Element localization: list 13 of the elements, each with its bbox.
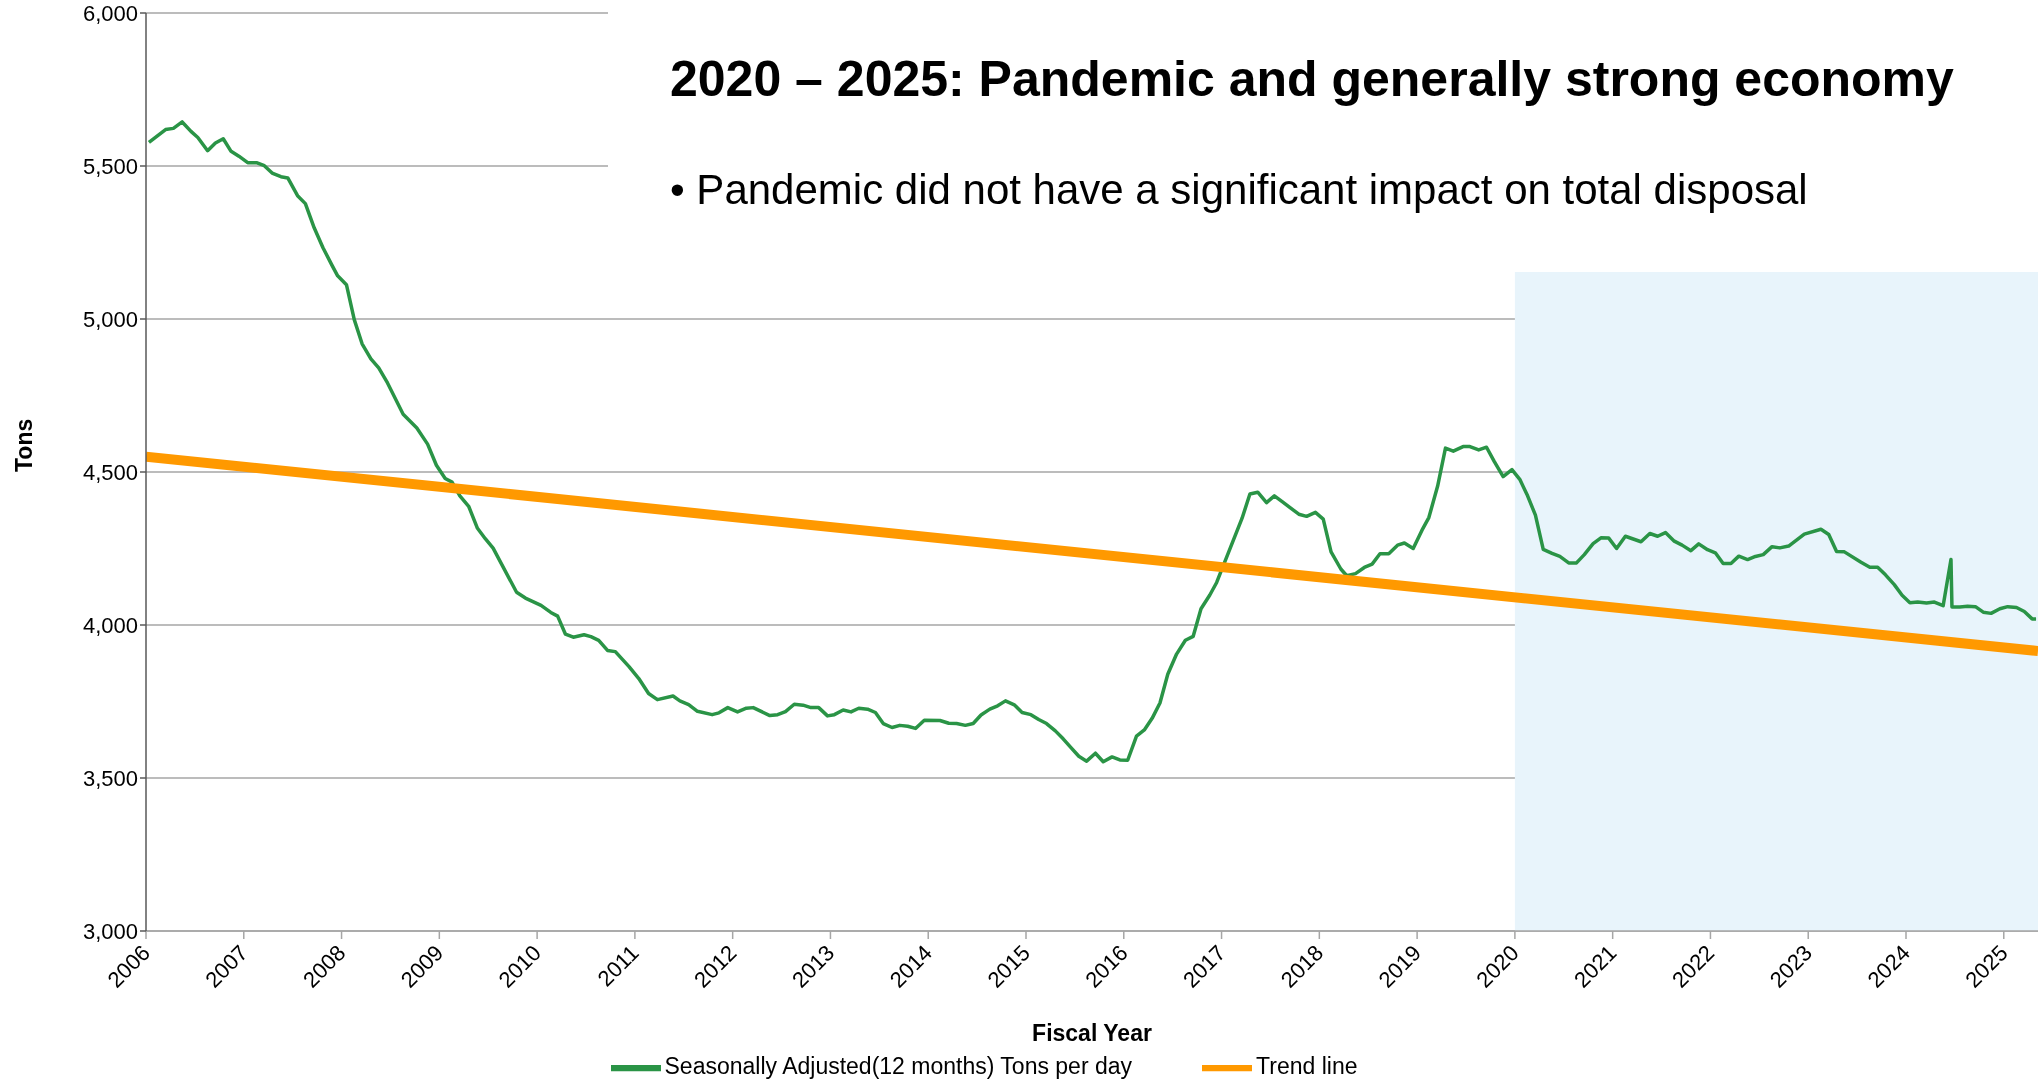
y-tick-label: 5,500 (82, 153, 138, 179)
legend-label: Trend line (1256, 1053, 1358, 1080)
legend-label: Seasonally Adjusted(12 months) Tons per day (664, 1053, 1133, 1080)
x-axis-title: Fiscal Year (1032, 1020, 1152, 1046)
y-tick-label: 3,000 (82, 918, 138, 944)
y-tick-label: 4,000 (82, 612, 138, 638)
y-axis-title: Tons (11, 418, 38, 472)
line-series (147, 120, 2038, 764)
y-tick-label: 4,500 (82, 459, 138, 485)
y-tick-label: 6,000 (82, 0, 138, 26)
annotation: • Pandemic did not have a significant impact on total disposal (670, 166, 1808, 214)
y-tick-label: 5,000 (82, 306, 138, 332)
y-tick-label: 3,500 (82, 765, 138, 791)
